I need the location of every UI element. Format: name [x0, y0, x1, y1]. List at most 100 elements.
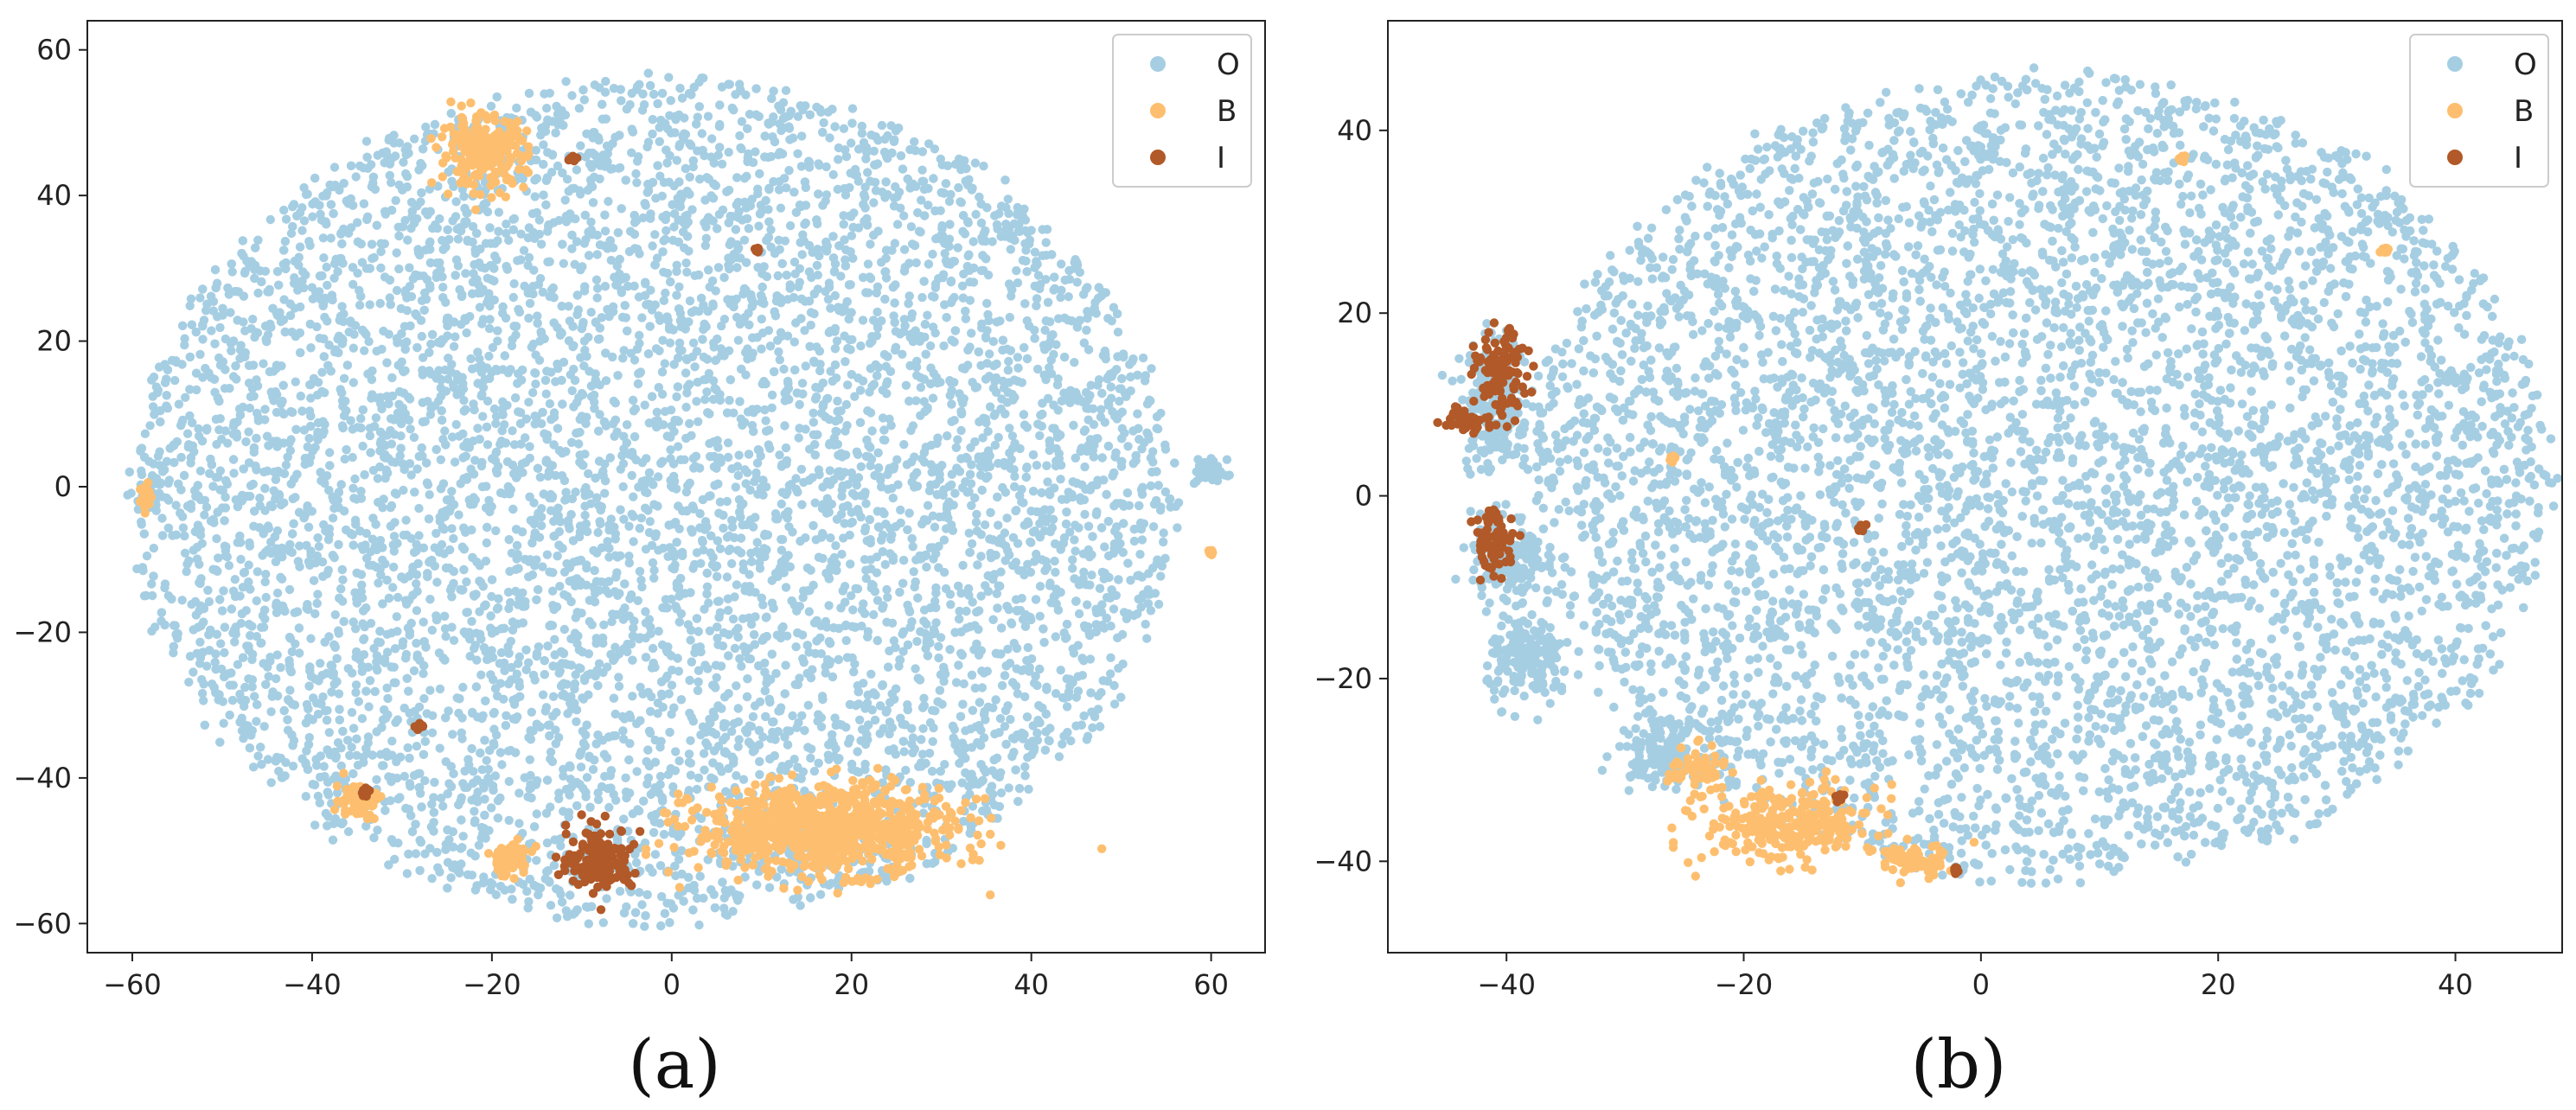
- point-O: [451, 255, 462, 265]
- point-O: [502, 228, 511, 239]
- point-O: [1023, 753, 1032, 762]
- point-O: [200, 510, 209, 520]
- point-O: [672, 484, 681, 494]
- point-O: [978, 433, 988, 443]
- point-O: [380, 559, 390, 569]
- point-O: [979, 161, 988, 171]
- point-O: [825, 133, 834, 143]
- point-O: [244, 427, 253, 437]
- point-O: [297, 203, 307, 213]
- point-O: [543, 865, 553, 876]
- point-O: [584, 919, 593, 928]
- point-O: [533, 311, 542, 321]
- point-O: [896, 505, 905, 515]
- point-O: [491, 418, 501, 429]
- point-O: [414, 531, 424, 540]
- point-O: [372, 775, 381, 784]
- point-O: [580, 510, 590, 520]
- point-O: [447, 487, 457, 496]
- point-O: [284, 584, 295, 595]
- point-O: [674, 667, 684, 676]
- point-O: [717, 159, 727, 169]
- point-O: [960, 229, 970, 239]
- point-O: [863, 168, 873, 177]
- point-O: [323, 280, 332, 290]
- point-O: [911, 258, 921, 268]
- point-O: [406, 424, 415, 434]
- point-O: [616, 464, 625, 474]
- series-O-points: [123, 68, 1235, 931]
- point-O: [797, 379, 808, 388]
- point-O: [441, 632, 451, 641]
- point-O: [588, 764, 598, 775]
- point-O: [592, 284, 603, 293]
- point-O: [508, 292, 518, 303]
- point-O: [640, 400, 649, 410]
- point-O: [532, 856, 541, 865]
- point-O: [789, 337, 799, 347]
- point-O: [377, 344, 387, 354]
- point-O: [741, 479, 751, 488]
- point-O: [939, 341, 949, 351]
- point-O: [351, 680, 361, 690]
- point-O: [957, 778, 967, 788]
- point-O: [198, 335, 208, 344]
- point-O: [1089, 419, 1099, 430]
- point-O: [627, 148, 636, 157]
- point-O: [911, 664, 920, 673]
- point-O: [504, 235, 514, 246]
- point-O: [530, 192, 540, 201]
- point-O: [169, 648, 178, 658]
- point-O: [649, 573, 659, 583]
- point-O: [497, 760, 507, 769]
- point-O: [301, 792, 310, 801]
- point-O: [843, 380, 853, 390]
- point-O: [869, 146, 879, 156]
- point-O: [244, 560, 253, 570]
- point-O: [1041, 238, 1051, 247]
- point-O: [451, 212, 461, 221]
- point-O: [1123, 442, 1133, 451]
- point-O: [427, 728, 438, 737]
- point-O: [504, 776, 514, 787]
- point-O: [848, 605, 858, 615]
- point-O: [636, 514, 646, 523]
- point-O: [632, 767, 642, 776]
- point-O: [512, 103, 521, 113]
- point-O: [515, 652, 524, 661]
- point-O: [272, 673, 281, 684]
- point-O: [1051, 567, 1060, 577]
- point-O: [781, 443, 791, 453]
- point-O: [1129, 536, 1140, 546]
- point-O: [666, 445, 675, 455]
- point-O: [548, 692, 559, 701]
- point-O: [907, 739, 917, 749]
- point-O: [660, 359, 669, 368]
- point-O: [781, 660, 790, 670]
- point-O: [220, 384, 230, 393]
- point-O: [1022, 463, 1032, 473]
- point-O: [761, 416, 770, 425]
- point-O: [432, 577, 442, 587]
- point-O: [850, 392, 860, 401]
- point-O: [911, 396, 921, 405]
- point-O: [304, 433, 314, 443]
- point-O: [610, 642, 620, 652]
- point-O: [484, 351, 494, 361]
- point-O: [248, 479, 258, 489]
- point-O: [390, 488, 400, 498]
- point-O: [764, 326, 774, 335]
- point-O: [252, 717, 261, 726]
- point-O: [636, 682, 645, 692]
- point-O: [470, 807, 479, 816]
- point-O: [637, 313, 647, 322]
- point-O: [815, 890, 826, 899]
- point-O: [260, 405, 270, 414]
- point-O: [229, 469, 239, 478]
- point-O: [796, 464, 807, 474]
- point-O: [546, 901, 556, 910]
- point-O: [702, 582, 713, 591]
- point-O: [652, 253, 662, 263]
- point-O: [571, 670, 580, 679]
